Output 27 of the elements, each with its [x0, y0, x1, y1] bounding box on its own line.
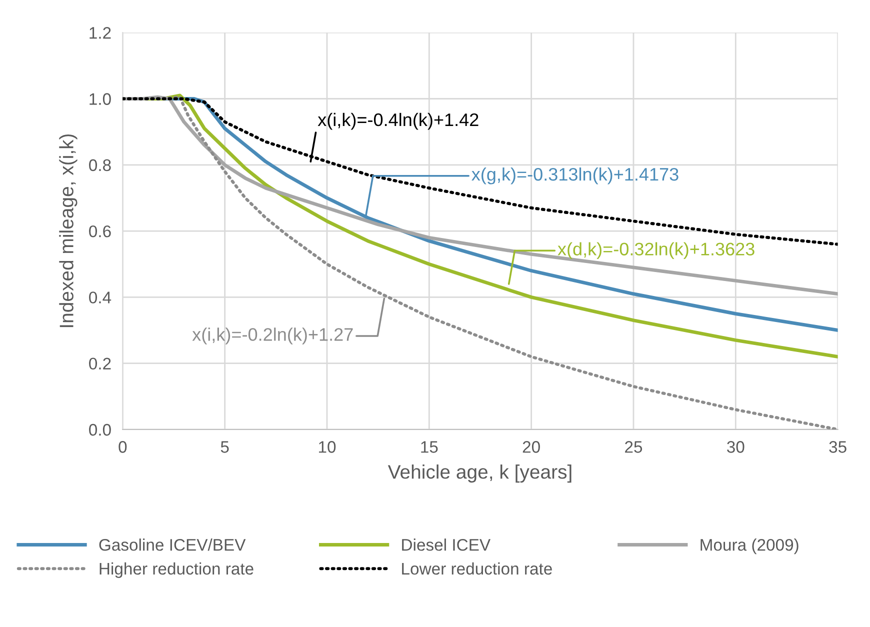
y-tick-label: 1.2 — [90, 27, 111, 39]
x-tick-label: 30 — [727, 441, 744, 453]
legend-label: Moura (2009) — [700, 538, 798, 554]
annotation: x(g,k)=-0.313ln(k)+1.4173 — [472, 167, 678, 184]
legend-label: Lower reduction rate — [402, 562, 552, 575]
x-tick-label: 25 — [625, 441, 642, 453]
x-tick-label: 5 — [220, 441, 229, 453]
line-series — [122, 95, 838, 296]
y-tick-label: 0.8 — [89, 159, 111, 172]
x-tick-label: 15 — [421, 441, 438, 453]
y-tick-label: 0.4 — [89, 292, 112, 304]
x-tick-label: 0 — [118, 441, 127, 453]
legend-label: Higher reduction rate — [100, 562, 254, 578]
x-tick-label: 35 — [829, 441, 846, 453]
x-tick-label: 20 — [522, 441, 540, 453]
y-tick-label: 1.0 — [90, 93, 111, 105]
y-axis-title: Indexed mileage, x(i,k) — [59, 134, 78, 328]
x-axis-title: Vehicle age, k [years] — [388, 464, 572, 483]
annotation: x(d,k)=-0.32ln(k)+1.3623 — [558, 242, 754, 260]
legend-label: Gasoline ICEV/BEV — [99, 538, 246, 551]
y-tick-label: 0.2 — [89, 358, 111, 370]
annotation: x(i,k)=-0.2ln(k)+1.27 — [192, 328, 353, 344]
y-tick-label: 0.6 — [89, 225, 111, 238]
annotation: x(i,k)=-0.4ln(k)+1.42 — [318, 112, 478, 130]
x-tick-label: 10 — [319, 441, 336, 453]
legend-label: Diesel ICEV — [402, 538, 491, 551]
y-tick-label: 0.0 — [89, 424, 111, 436]
